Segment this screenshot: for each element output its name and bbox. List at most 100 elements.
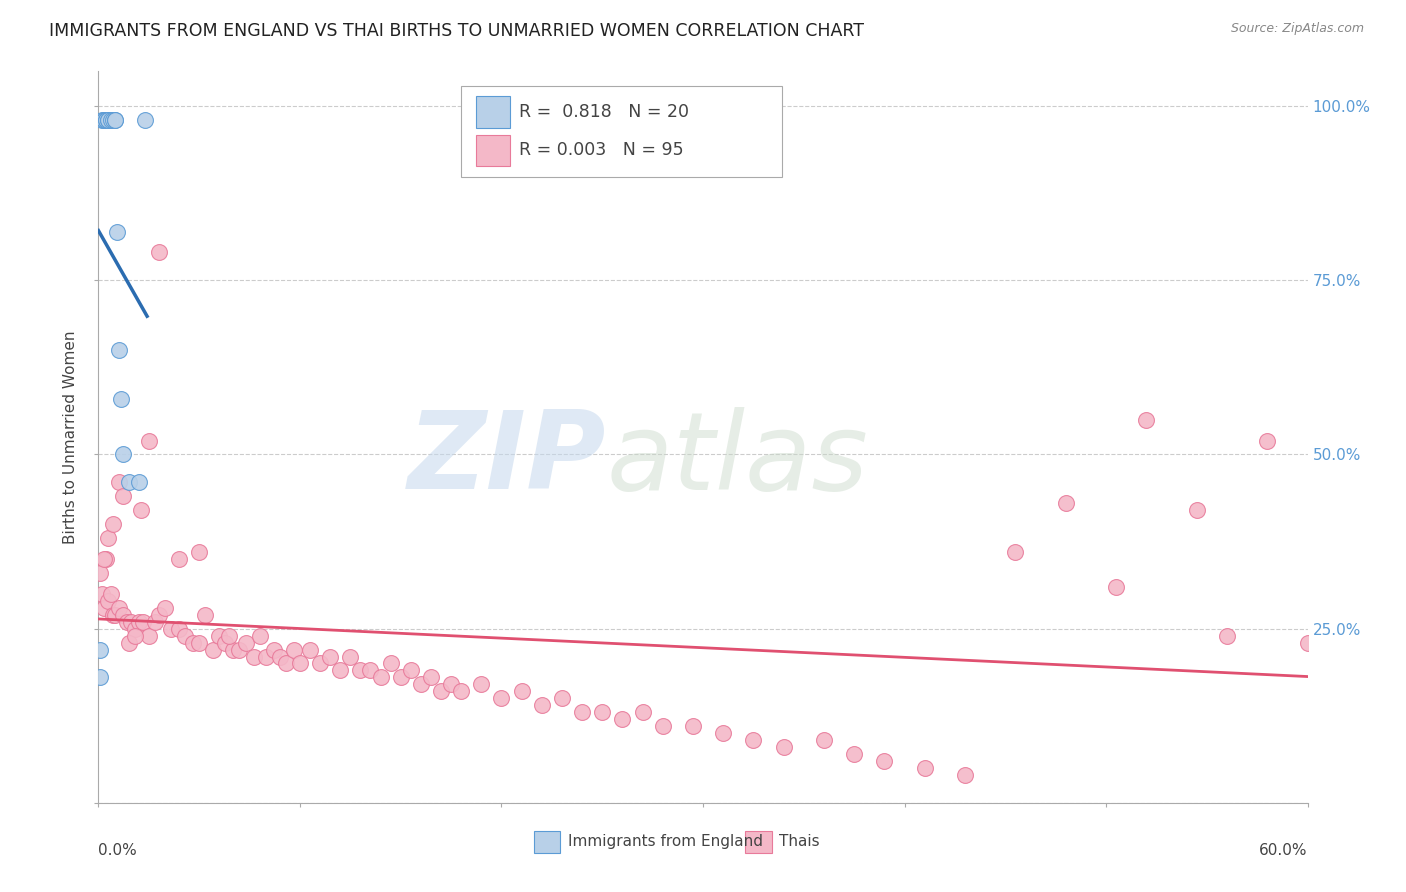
Point xyxy=(249,629,271,643)
Point xyxy=(254,649,277,664)
Point xyxy=(242,649,264,664)
Point xyxy=(1296,635,1319,649)
Point xyxy=(91,587,114,601)
Point xyxy=(103,607,125,622)
FancyBboxPatch shape xyxy=(534,830,561,853)
Point xyxy=(128,615,150,629)
Point xyxy=(138,434,160,448)
FancyBboxPatch shape xyxy=(461,86,782,178)
Point xyxy=(380,657,402,671)
Point xyxy=(319,649,342,664)
Point xyxy=(682,719,704,733)
Point xyxy=(1256,434,1278,448)
Point xyxy=(309,657,332,671)
Point xyxy=(111,448,134,462)
Point xyxy=(107,343,129,357)
Point xyxy=(97,113,120,128)
Point xyxy=(148,607,170,622)
Point xyxy=(339,649,361,664)
FancyBboxPatch shape xyxy=(475,96,509,128)
Point xyxy=(167,552,190,566)
Point xyxy=(813,733,835,747)
Point xyxy=(129,503,152,517)
Point xyxy=(283,642,305,657)
Point xyxy=(571,705,593,719)
Point xyxy=(1054,496,1077,510)
Point xyxy=(100,113,122,128)
Point xyxy=(107,600,129,615)
Point xyxy=(873,754,896,768)
Point xyxy=(1105,580,1128,594)
Point xyxy=(222,642,245,657)
Point xyxy=(111,489,134,503)
Point xyxy=(844,747,866,761)
Point xyxy=(103,113,125,128)
Point xyxy=(91,113,114,128)
Point xyxy=(89,670,111,684)
Point xyxy=(349,664,371,678)
Text: R = 0.003   N = 95: R = 0.003 N = 95 xyxy=(519,141,683,160)
Point xyxy=(120,615,142,629)
Point xyxy=(103,113,125,128)
Point xyxy=(181,635,204,649)
Point xyxy=(263,642,285,657)
Point xyxy=(105,225,128,239)
Point xyxy=(399,664,422,678)
Point xyxy=(470,677,492,691)
Point xyxy=(134,113,156,128)
Point xyxy=(93,113,115,128)
FancyBboxPatch shape xyxy=(475,135,509,167)
Point xyxy=(97,594,120,608)
Point xyxy=(194,607,217,622)
Point xyxy=(430,684,453,698)
Point xyxy=(409,677,432,691)
Point xyxy=(711,726,734,740)
Point xyxy=(110,392,132,406)
Point xyxy=(510,684,533,698)
Text: Thais: Thais xyxy=(779,834,820,849)
Point xyxy=(551,691,574,706)
Point xyxy=(167,622,190,636)
Point xyxy=(208,629,231,643)
Point xyxy=(772,740,794,755)
Point xyxy=(1185,503,1208,517)
Point xyxy=(124,629,146,643)
Point xyxy=(288,657,311,671)
Point xyxy=(89,566,111,580)
Point xyxy=(188,635,211,649)
Text: ZIP: ZIP xyxy=(408,406,606,512)
Point xyxy=(115,615,138,629)
Point xyxy=(97,531,120,545)
Point xyxy=(124,622,146,636)
Point xyxy=(1216,629,1239,643)
Point xyxy=(93,600,115,615)
Point xyxy=(218,629,240,643)
Point xyxy=(132,615,155,629)
Point xyxy=(89,642,111,657)
Point xyxy=(138,629,160,643)
Y-axis label: Births to Unmarried Women: Births to Unmarried Women xyxy=(63,330,79,544)
Point xyxy=(440,677,463,691)
Text: IMMIGRANTS FROM ENGLAND VS THAI BIRTHS TO UNMARRIED WOMEN CORRELATION CHART: IMMIGRANTS FROM ENGLAND VS THAI BIRTHS T… xyxy=(49,22,865,40)
Point xyxy=(96,113,118,128)
Point xyxy=(953,768,976,782)
Point xyxy=(107,475,129,490)
Point xyxy=(101,517,124,532)
Point xyxy=(299,642,322,657)
Point xyxy=(101,607,124,622)
Point xyxy=(143,615,166,629)
Point xyxy=(128,475,150,490)
Text: Immigrants from England: Immigrants from England xyxy=(568,834,762,849)
Point xyxy=(96,552,118,566)
Point xyxy=(228,642,250,657)
Point xyxy=(360,664,382,678)
Text: Source: ZipAtlas.com: Source: ZipAtlas.com xyxy=(1230,22,1364,36)
Point xyxy=(100,587,122,601)
Point xyxy=(450,684,472,698)
Point xyxy=(118,635,141,649)
Point xyxy=(101,113,124,128)
Point xyxy=(160,622,183,636)
Point xyxy=(235,635,257,649)
Point xyxy=(188,545,211,559)
Text: 0.0%: 0.0% xyxy=(98,843,138,858)
